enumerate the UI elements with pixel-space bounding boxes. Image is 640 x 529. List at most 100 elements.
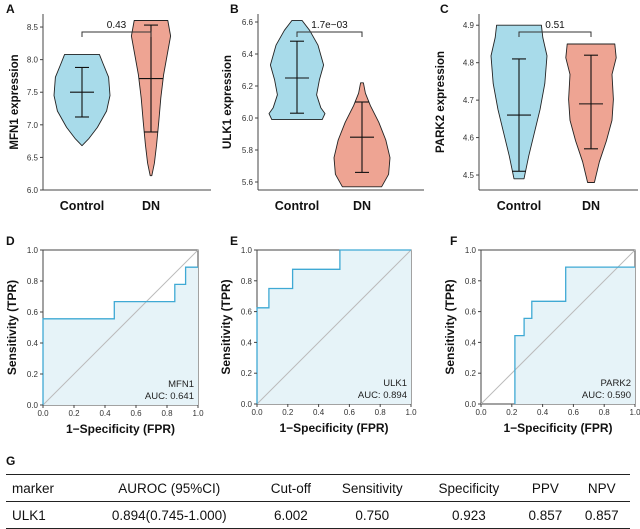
y-tick-label: 4.5 <box>463 171 475 180</box>
x-tick-label: 0.2 <box>282 408 294 417</box>
panel-label-a: A <box>6 2 15 16</box>
panel-label-d: D <box>6 234 15 248</box>
y-tick-label: 4.9 <box>463 21 475 30</box>
x-tick-label: 1.0 <box>405 408 417 417</box>
y-tick-label: 0.8 <box>27 277 39 286</box>
x-tick-label: 0.8 <box>375 408 387 417</box>
violin-chart-mfn1: 6.0 6.5 7.0 7.5 8.0 8.5 MFN1 expression Control… <box>9 14 211 213</box>
x-tick-label: 0.0 <box>37 409 49 418</box>
metrics-table: marker AUROC (95%CI) Cut-off Sensitivity… <box>6 474 630 529</box>
x-tick-label: 0.0 <box>475 408 487 417</box>
y-tick-label: 1.0 <box>465 246 477 255</box>
y-tick-label: 6.6 <box>242 18 254 27</box>
panel-label-c: C <box>440 2 449 16</box>
panel-label-b: B <box>230 2 239 16</box>
auc-value-label: AUC: 0.894 <box>358 390 407 401</box>
y-tick-label: 8.5 <box>27 23 39 32</box>
violin-chart-ulk1: 5.6 5.8 6.0 6.2 6.4 6.6 ULK1 expression Control… <box>222 14 424 213</box>
category-label: Control <box>60 199 104 213</box>
y-tick-label: 4.8 <box>463 59 475 68</box>
metrics-table-panel: G marker AUROC (95%CI) Cut-off Sensitivi… <box>0 454 640 529</box>
p-value-label: 1.7e−03 <box>311 20 348 31</box>
marker-name-label: ULK1 <box>383 378 407 389</box>
marker-name-label: MFN1 <box>168 379 194 390</box>
y-tick-label: 6.4 <box>242 50 254 59</box>
table-row: ULK1 0.894(0.745-1.000) 6.002 0.750 0.92… <box>6 501 630 529</box>
header-marker: marker <box>6 474 81 502</box>
cell-cutoff: 6.002 <box>257 501 324 529</box>
panel-label-f: F <box>450 234 458 248</box>
panel-label-e: E <box>230 234 239 248</box>
y-tick-label: 0.0 <box>241 400 253 409</box>
category-label: DN <box>142 199 160 213</box>
violin-chart-park2: 4.5 4.6 4.7 4.8 4.9 PARK2 expression Control DN… <box>435 14 638 213</box>
y-tick-label: 0.4 <box>27 339 39 348</box>
y-axis-label: Sensitivity (TPR) <box>219 279 233 374</box>
violin-panel-mfn1: A 6.0 6.5 7.0 7.5 8.0 8.5 MFN1 expression Contr… <box>0 0 213 228</box>
y-tick-label: 0.6 <box>27 308 39 317</box>
header-specificity: Specificity <box>420 474 518 502</box>
header-auroc: AUROC (95%CI) <box>80 474 258 502</box>
y-tick-label: 0.6 <box>465 308 477 317</box>
y-tick-label: 0.4 <box>465 338 477 347</box>
header-cutoff: Cut-off <box>257 474 324 502</box>
y-tick-label: 1.0 <box>27 246 39 255</box>
y-tick-label: 1.0 <box>241 246 253 255</box>
y-axis-label: MFN1 expression <box>9 54 21 149</box>
x-axis-label: 1−Specificity (FPR) <box>66 422 175 436</box>
auc-value-label: AUC: 0.641 <box>145 391 194 402</box>
roc-curve <box>256 249 411 404</box>
header-ppv: PPV <box>517 474 574 502</box>
roc-curve <box>514 266 635 404</box>
header-sensitivity: Sensitivity <box>323 474 421 502</box>
y-tick-label: 6.5 <box>27 153 39 162</box>
y-tick-label: 7.0 <box>27 121 39 130</box>
y-tick-label: 0.8 <box>465 277 477 286</box>
panel-label-g: G <box>6 454 16 468</box>
roc-panel-mfn1: D 0.0 0.0 0.2 0.2 0.4 0.4 0.6 0.6 0.8 0.8 1.0 1.0 1−… <box>0 228 213 450</box>
y-tick-label: 5.6 <box>242 178 254 187</box>
x-tick-label: 0.4 <box>537 408 549 417</box>
x-tick-label: 0.6 <box>344 408 356 417</box>
x-tick-label: 0.8 <box>599 408 611 417</box>
y-tick-label: 0.0 <box>465 400 477 409</box>
y-tick-label: 8.0 <box>27 56 39 65</box>
y-tick-label: 0.8 <box>241 277 253 286</box>
x-tick-label: 0.6 <box>130 409 142 418</box>
y-axis-label: ULK1 expression <box>222 55 234 149</box>
diagonal-reference-line <box>42 249 199 406</box>
violin-panel-park2: C 4.5 4.6 4.7 4.8 4.9 PARK2 expression Control… <box>426 0 640 228</box>
y-tick-label: 7.5 <box>27 88 39 97</box>
y-tick-label: 0.2 <box>241 369 253 378</box>
p-value-label: 0.51 <box>545 20 565 31</box>
y-tick-label: 5.8 <box>242 146 254 155</box>
significance-bracket <box>81 31 152 37</box>
y-axis-label: Sensitivity (TPR) <box>5 280 19 375</box>
y-axis-label: Sensitivity (TPR) <box>443 279 457 374</box>
significance-bracket <box>518 31 592 37</box>
y-tick-label: 0.4 <box>241 338 253 347</box>
y-tick-label: 6.0 <box>27 186 39 195</box>
category-label: Control <box>497 199 541 213</box>
y-tick-label: 0.6 <box>241 308 253 317</box>
violin-panel-ulk1: B 5.6 5.8 6.0 6.2 6.4 6.6 ULK1 expression Contr… <box>213 0 426 228</box>
category-label: DN <box>353 199 371 213</box>
roc-curve <box>42 266 198 405</box>
marker-name-label: PARK2 <box>601 378 631 389</box>
roc-chart-mfn1: 0.00.0 0.2 0.2 0.4 0.4 0.6 0.6 0.8 0.8 1.0 1.0 1−Sp… <box>5 246 204 436</box>
roc-panel-park2: F 0.0 0.0 0.2 0.2 0.4 0.4 0.6 0.6 0.8 0.8 1.0 1.0 1−… <box>426 228 640 450</box>
y-tick-label: 6.2 <box>242 82 254 91</box>
diagonal-reference-line <box>480 249 636 405</box>
x-tick-label: 0.2 <box>506 408 518 417</box>
x-axis-label: 1−Specificity (FPR) <box>279 421 388 435</box>
cell-npv: 0.857 <box>573 501 630 529</box>
y-axis-label: PARK2 expression <box>435 51 447 153</box>
x-tick-label: 0.2 <box>68 409 80 418</box>
x-tick-label: 0.6 <box>568 408 580 417</box>
diagonal-reference-line <box>256 249 412 405</box>
x-tick-label: 0.0 <box>251 408 263 417</box>
p-value-label: 0.43 <box>107 20 127 31</box>
category-label: Control <box>275 199 319 213</box>
roc-chart-ulk1: 0.00.0 0.2 0.2 0.4 0.4 0.6 0.6 0.8 0.8 1.0 1.0 1−Sp… <box>219 246 417 435</box>
x-tick-label: 0.8 <box>161 409 173 418</box>
